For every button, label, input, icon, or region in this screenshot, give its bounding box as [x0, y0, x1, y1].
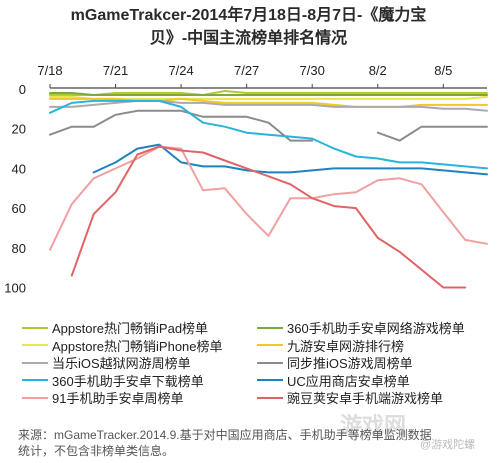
legend-label: Appstore热门畅销iPad榜单 [52, 321, 209, 336]
legend-swatch [22, 396, 48, 399]
series-line-8 [49, 145, 488, 251]
y-tick-label: 20 [12, 122, 26, 137]
legend-swatch [22, 379, 48, 381]
legend-item: 91手机助手安卓周榜单 [22, 388, 183, 407]
source-note-line2: 统计，不包含非榜单类信息。 [18, 444, 175, 458]
legend-item: Appstore热门畅销iPhone榜单 [22, 336, 223, 355]
y-tick-label: 60 [12, 201, 26, 216]
legend-label: UC应用商店安卓榜单 [287, 373, 410, 389]
legend-item: 当乐iOS越狱网游周榜单 [22, 353, 191, 372]
legend-swatch [257, 379, 283, 381]
series-line-6 [49, 99, 488, 170]
series-line-3 [49, 97, 488, 108]
chart-title: mGameTrakcer-2014年7月18日-8月7日-《魔力宝 贝》-中国主… [0, 4, 497, 50]
legend-item: 360手机助手安卓网络游戏榜单 [257, 318, 465, 337]
x-tick-label: 7/27 [234, 63, 259, 78]
y-tick-label: 100 [4, 281, 26, 296]
legend-swatch [257, 396, 283, 399]
legend-label: 当乐iOS越狱网游周榜单 [52, 356, 191, 371]
legend-item: 九游安卓网游排行榜 [257, 336, 404, 355]
series-line-4 [49, 99, 488, 112]
legend-swatch [22, 344, 48, 346]
series-line-5 [49, 109, 314, 142]
y-tick-label: 0 [19, 82, 26, 97]
source-note: 来源：mGameTracker.2014.9.基于对中国应用商店、手机助手等榜单… [18, 427, 488, 459]
y-tick-label: 80 [12, 241, 26, 256]
series-line-5 [376, 125, 488, 142]
x-tick-label: 7/18 [37, 63, 62, 78]
legend-swatch [257, 326, 283, 329]
legend-item: 360手机助手安卓下载榜单 [22, 371, 204, 390]
x-tick-label: 8/2 [369, 63, 387, 78]
legend-swatch [257, 361, 283, 364]
legend-label: 豌豆荚安卓手机端游戏榜单 [287, 391, 444, 406]
series-line-9 [70, 145, 467, 289]
x-tick-label: 7/30 [300, 63, 325, 78]
legend-label: Appstore热门畅销iPhone榜单 [52, 338, 223, 354]
legend-label: 91手机助手安卓周榜单 [52, 391, 184, 406]
y-tick-label: 40 [12, 161, 26, 176]
series-line-7 [92, 143, 488, 176]
series-line-1 [49, 92, 488, 96]
legend-label: 同步推iOS游戏周榜单 [287, 356, 413, 371]
chart-title-line2: 贝》-中国主流榜单排名情况 [149, 30, 348, 47]
legend-item: Appstore热门畅销iPad榜单 [22, 318, 208, 337]
line-chart: 7/18 7/21 7/24 7/27 7/30 8/2 8/5 0 20 40 60 80 100 [4, 63, 488, 296]
chart-plot-area [49, 90, 488, 289]
legend-swatch [257, 344, 283, 346]
chart-title-line1: mGameTrakcer-2014年7月18日-8月7日-《魔力宝 [70, 7, 427, 24]
x-tick-label: 8/5 [434, 63, 452, 78]
legend-label: 九游安卓网游排行榜 [287, 338, 405, 354]
watermark: 游戏网 [340, 413, 407, 438]
x-tick-label: 7/24 [168, 63, 193, 78]
watermark-sub: @游戏陀螺 [420, 439, 476, 451]
source-note-line1: 来源：mGameTracker.2014.9.基于对中国应用商店、手机助手等榜单… [18, 428, 432, 442]
legend-item: 豌豆荚安卓手机端游戏榜单 [257, 388, 443, 407]
legend-swatch [22, 361, 48, 364]
legend-label: 360手机助手安卓下载榜单 [52, 373, 204, 389]
legend-item: UC应用商店安卓榜单 [257, 371, 410, 390]
legend-item: 同步推iOS游戏周榜单 [257, 353, 413, 372]
series-line-0 [49, 90, 488, 96]
x-tick-label: 7/21 [103, 63, 128, 78]
legend-label: 360手机助手安卓网络游戏榜单 [287, 321, 465, 336]
chart-axes: 7/18 7/21 7/24 7/27 7/30 8/2 8/5 0 20 40 60 80 100 [4, 63, 487, 296]
legend-swatch [22, 326, 48, 329]
